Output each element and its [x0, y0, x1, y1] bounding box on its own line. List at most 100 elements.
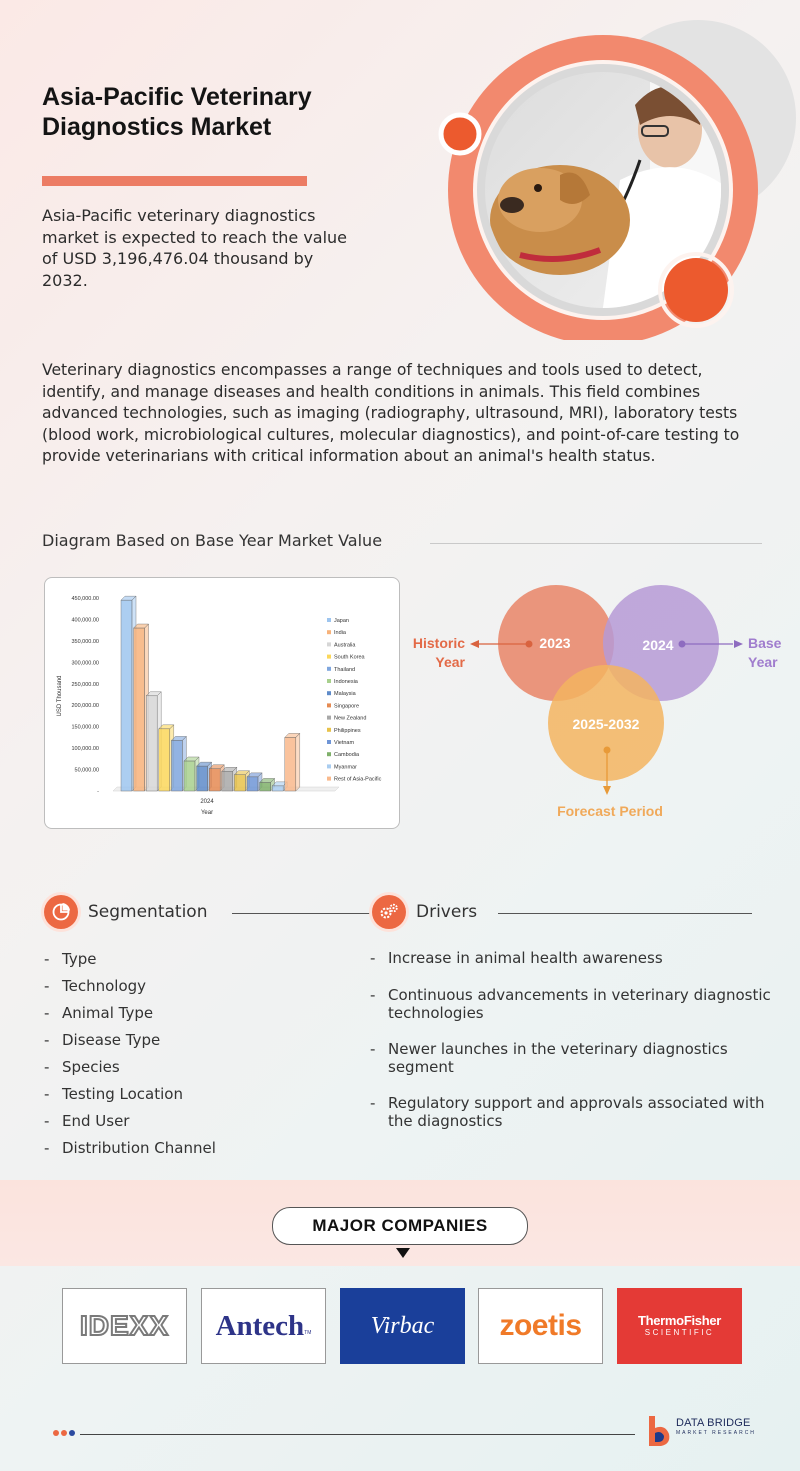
list-item: Species [44, 1057, 344, 1084]
x-axis-label: Year [201, 810, 213, 816]
legend-entry: Vietnam [334, 740, 354, 746]
list-item: Testing Location [44, 1084, 344, 1111]
data-bridge-logo-icon [649, 1416, 670, 1446]
major-companies-title: MAJOR COMPANIES [272, 1207, 528, 1245]
list-item: Regulatory support and approvals associa… [370, 1094, 775, 1130]
historic-arrow-icon [470, 640, 479, 648]
pie-chart-icon [44, 895, 78, 929]
legend-entry: India [334, 630, 347, 636]
y-tick-label: 300,000.00 [71, 660, 99, 666]
base-label-line1: Base [748, 635, 782, 651]
legend-swatch [327, 727, 331, 732]
gears-icon [372, 895, 406, 929]
zoetis-wordmark: zoetis [499, 1309, 582, 1342]
base-label-line2: Year [748, 654, 778, 670]
title-underline [42, 176, 307, 186]
antech-wordmark: Antech [215, 1309, 305, 1342]
forecast-arrow-icon [603, 786, 611, 795]
thermofisher-wordmark: ThermoFisher [637, 1313, 722, 1328]
idexx-wordmark: IDEXX [79, 1309, 170, 1342]
historic-label-line2: Year [435, 654, 465, 670]
description-text: Veterinary diagnostics encompasses a ran… [42, 361, 740, 465]
forecast-period-value: 2025-2032 [573, 716, 640, 732]
logo-idexx: IDEXX [62, 1288, 187, 1364]
y-tick-label: 250,000.00 [71, 682, 99, 688]
historic-year-value: 2023 [539, 635, 570, 651]
legend-swatch [327, 666, 331, 671]
logo-antech: Antech TM [201, 1288, 326, 1364]
legend-swatch [327, 715, 331, 720]
drivers-title: Drivers [416, 902, 478, 922]
footer-dot [61, 1430, 67, 1436]
legend-swatch [327, 654, 331, 659]
virbac-wordmark: Virbac [370, 1312, 435, 1339]
legend-entry: Cambodia [334, 752, 360, 758]
y-tick-label: 200,000.00 [71, 703, 99, 709]
down-triangle-icon [396, 1248, 410, 1258]
y-axis-label: USD Thousand [57, 676, 63, 717]
segmentation-divider [232, 913, 370, 914]
list-item: Disease Type [44, 1030, 344, 1057]
base-year-value: 2024 [642, 637, 673, 653]
y-tick-label: - [97, 789, 99, 795]
logo-zoetis: zoetis [478, 1288, 603, 1364]
y-tick-label: 50,000.00 [75, 768, 99, 774]
timeline-venn: 2023 2024 2025-2032 Historic Year Base Y… [410, 578, 800, 828]
y-tick-label: 400,000.00 [71, 617, 99, 623]
footer-divider [80, 1434, 635, 1435]
legend-swatch [327, 703, 331, 708]
footer-dot [53, 1430, 59, 1436]
title-line-1: Asia-Pacific Veterinary [42, 83, 312, 111]
list-item: Increase in animal health awareness [370, 949, 775, 967]
list-item: Newer launches in the veterinary diagnos… [370, 1040, 775, 1076]
brand-subtitle: MARKET RESEARCH [676, 1430, 756, 1436]
base-arrow-icon [734, 640, 743, 648]
legend-swatch [327, 691, 331, 696]
segmentation-title: Segmentation [88, 902, 208, 922]
legend-entry: South Korea [334, 655, 366, 661]
legend-entry: Japan [334, 618, 349, 624]
segmentation-list: Type Technology Animal Type Disease Type… [44, 949, 344, 1165]
brand-name: DATA BRIDGE [676, 1417, 751, 1429]
legend-entry: Singapore [334, 703, 359, 709]
hero-illustration [438, 20, 796, 340]
legend-swatch [327, 679, 331, 683]
legend-entry: Thailand [334, 667, 355, 673]
logo-virbac: Virbac [340, 1288, 465, 1364]
legend-entry: Philippines [334, 728, 361, 734]
legend-entry: Australia [334, 642, 356, 648]
list-item: End User [44, 1111, 344, 1138]
drivers-header: Drivers [372, 895, 477, 929]
legend-entry: Malaysia [334, 691, 357, 697]
chart-bar [246, 772, 263, 792]
legend-swatch [327, 630, 331, 635]
y-tick-label: 450,000.00 [71, 596, 99, 602]
legend-swatch [327, 740, 331, 744]
y-tick-label: 100,000.00 [71, 746, 99, 752]
intro-text: Asia-Pacific veterinary diagnostics mark… [42, 206, 348, 290]
chart-bar [284, 732, 301, 792]
forecast-label: Forecast Period [557, 803, 663, 819]
y-tick-label: 150,000.00 [71, 725, 99, 731]
legend-entry: Rest of Asia-Pacific [334, 777, 382, 783]
footer-dot [69, 1430, 75, 1436]
antech-tm: TM [304, 1330, 312, 1336]
y-tick-label: 350,000.00 [71, 639, 99, 645]
bar-chart: - 50,000.00 100,000.00 150,000.00 200,000.00… [57, 595, 382, 816]
footer-brand: DATA BRIDGE MARKET RESEARCH [676, 1417, 756, 1437]
bar-chart-panel: - 50,000.00 100,000.00 150,000.00 200,000.00… [44, 577, 400, 829]
legend-swatch [327, 618, 331, 622]
list-item: Animal Type [44, 1003, 344, 1030]
drivers-divider [498, 913, 752, 914]
x-category-label: 2024 [200, 799, 214, 805]
legend-swatch [327, 752, 331, 757]
list-item: Distribution Channel [44, 1138, 344, 1165]
historic-label-line1: Historic [413, 635, 465, 651]
title-line-2: Diagnostics Market [42, 113, 272, 141]
forecast-circle [548, 665, 664, 781]
legend-swatch [327, 764, 331, 769]
legend-swatch [327, 642, 331, 647]
thermofisher-sub: SCIENTIFIC [644, 1328, 715, 1337]
legend-entry: Myanmar [334, 764, 357, 770]
diagram-section-title: Diagram Based on Base Year Market Value [42, 531, 383, 550]
